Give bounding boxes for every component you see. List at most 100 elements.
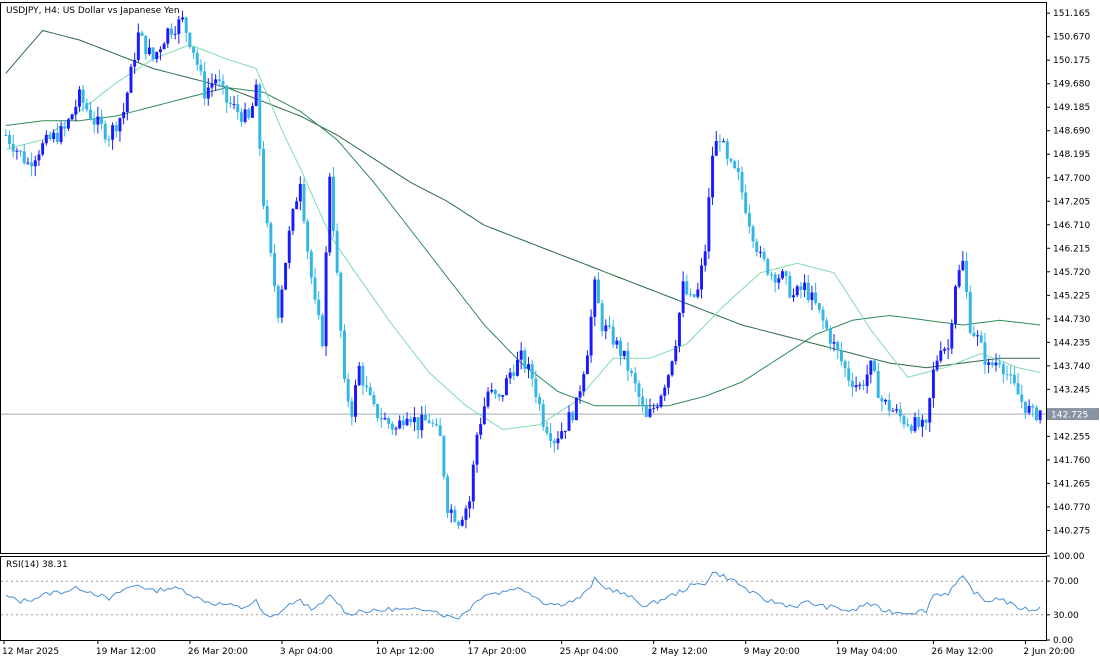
candle-body bbox=[387, 418, 391, 424]
candle-body bbox=[313, 277, 317, 300]
candle-body bbox=[821, 309, 825, 321]
candle-body bbox=[773, 274, 777, 283]
candle-body bbox=[685, 281, 689, 295]
candle-body bbox=[26, 162, 30, 164]
candle-body bbox=[457, 521, 461, 526]
candle-body bbox=[460, 519, 464, 526]
candle-body bbox=[284, 262, 288, 290]
candle-body bbox=[431, 423, 435, 425]
price-tick-label: 143.740 bbox=[1053, 362, 1090, 372]
candle-body bbox=[177, 19, 181, 34]
candle-body bbox=[236, 103, 240, 113]
candle-body bbox=[512, 372, 516, 376]
price-tick-label: 147.700 bbox=[1053, 174, 1090, 184]
candle-body bbox=[530, 364, 534, 379]
candle-body bbox=[173, 33, 177, 35]
price-tick-label: 140.770 bbox=[1053, 503, 1090, 513]
candle-body bbox=[435, 424, 438, 426]
rsi-line bbox=[5, 571, 1041, 620]
candle-body bbox=[998, 362, 1002, 365]
candle-body bbox=[331, 176, 335, 231]
candle-body bbox=[247, 109, 251, 118]
candle-body bbox=[114, 125, 118, 132]
candle-body bbox=[265, 205, 269, 224]
candle-body bbox=[1038, 410, 1042, 421]
candle-body bbox=[523, 350, 527, 370]
candle-body bbox=[398, 420, 402, 429]
candle-body bbox=[52, 132, 56, 139]
candle-body bbox=[416, 417, 420, 431]
candle-body bbox=[832, 342, 836, 344]
candle-body bbox=[902, 416, 906, 425]
candle-body bbox=[335, 230, 339, 273]
candle-body bbox=[538, 396, 542, 405]
price-tick-label: 145.225 bbox=[1053, 291, 1090, 301]
candle-body bbox=[468, 501, 472, 509]
candle-body bbox=[479, 424, 483, 435]
candle-body bbox=[714, 141, 718, 156]
candle-body bbox=[681, 281, 685, 313]
candle-body bbox=[747, 212, 751, 227]
candle-body bbox=[287, 230, 291, 263]
candle-body bbox=[155, 52, 159, 60]
candle-body bbox=[497, 394, 501, 397]
candle-body bbox=[74, 106, 78, 115]
candle-body bbox=[129, 66, 133, 93]
candle-body bbox=[589, 316, 593, 356]
candle-body bbox=[604, 325, 608, 332]
candle-body bbox=[133, 59, 137, 67]
candle-body bbox=[784, 271, 788, 276]
axes: 151.165 150.670 150.175 149.680 149.185 148.6… bbox=[2, 9, 1099, 657]
rsi-label: RSI(14) 38.31 bbox=[6, 560, 68, 570]
candle-body bbox=[552, 440, 556, 444]
candle-body bbox=[803, 282, 807, 291]
candle-body bbox=[15, 150, 19, 152]
candle-body bbox=[593, 279, 597, 317]
candle-body bbox=[158, 49, 162, 53]
candle-body bbox=[199, 64, 203, 72]
candle-body bbox=[843, 361, 847, 369]
candle-body bbox=[291, 209, 295, 231]
candle-body bbox=[302, 183, 306, 222]
time-tick-label: 10 Apr 12:00 bbox=[376, 647, 435, 657]
candle-body bbox=[972, 332, 976, 337]
candle-body bbox=[700, 265, 703, 290]
candle-body bbox=[420, 414, 424, 431]
candle-body bbox=[195, 52, 199, 65]
rsi-pane-frame bbox=[0, 556, 1047, 641]
candle-body bbox=[85, 103, 89, 110]
candle-body bbox=[795, 286, 799, 296]
candle-body bbox=[799, 286, 803, 291]
candle-body bbox=[368, 387, 372, 395]
candle-body bbox=[320, 315, 324, 347]
candle-body bbox=[449, 509, 453, 513]
candle-body bbox=[865, 374, 869, 386]
candle-body bbox=[887, 399, 891, 411]
price-tick-label: 148.195 bbox=[1053, 150, 1090, 160]
candle-body bbox=[4, 135, 8, 136]
candle-body bbox=[571, 412, 575, 421]
candle-body bbox=[924, 419, 928, 423]
candle-body bbox=[70, 114, 74, 120]
candle-body bbox=[622, 350, 626, 357]
candle-body bbox=[103, 123, 107, 140]
candle-body bbox=[273, 253, 277, 287]
candle-body bbox=[59, 126, 63, 142]
candle-body bbox=[608, 325, 611, 327]
candle-body bbox=[100, 116, 104, 124]
candle-body bbox=[828, 328, 832, 344]
candle-body bbox=[151, 47, 155, 60]
current-price-tag bbox=[1047, 408, 1099, 421]
candle-body bbox=[63, 126, 67, 129]
candle-body bbox=[637, 383, 641, 397]
candle-body bbox=[792, 295, 796, 298]
candle-body bbox=[976, 335, 980, 337]
candle-body bbox=[825, 320, 829, 329]
candle-body bbox=[394, 428, 398, 430]
ma-mid-line bbox=[5, 86, 1041, 407]
candle-body bbox=[898, 409, 902, 417]
candle-body bbox=[192, 46, 196, 53]
candle-body bbox=[350, 401, 354, 417]
